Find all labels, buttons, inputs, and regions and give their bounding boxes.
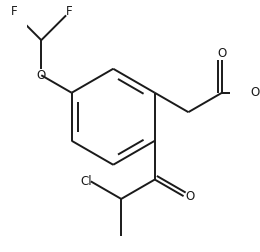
Text: O: O bbox=[217, 47, 226, 59]
Text: O: O bbox=[185, 190, 195, 203]
Text: F: F bbox=[66, 5, 72, 18]
Text: O: O bbox=[251, 86, 260, 99]
Text: F: F bbox=[10, 5, 17, 18]
Text: Cl: Cl bbox=[80, 175, 92, 188]
Text: O: O bbox=[37, 69, 46, 82]
